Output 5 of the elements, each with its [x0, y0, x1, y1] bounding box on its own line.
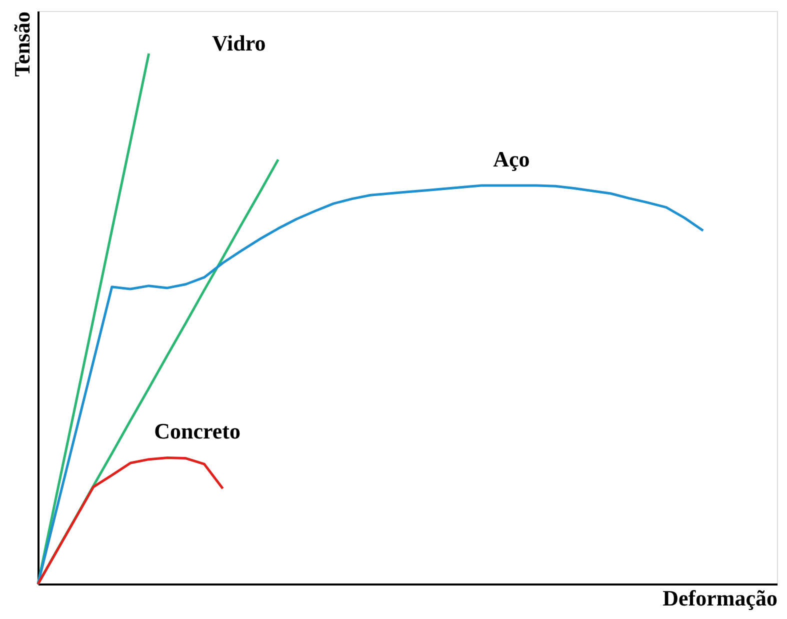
x-axis-title: Deformação: [662, 586, 778, 610]
annotation: Vidro: [212, 30, 266, 56]
series-label: Concreto: [154, 418, 241, 444]
y-axis-title: Tensão: [10, 12, 34, 77]
series-label: Aço: [493, 146, 530, 172]
